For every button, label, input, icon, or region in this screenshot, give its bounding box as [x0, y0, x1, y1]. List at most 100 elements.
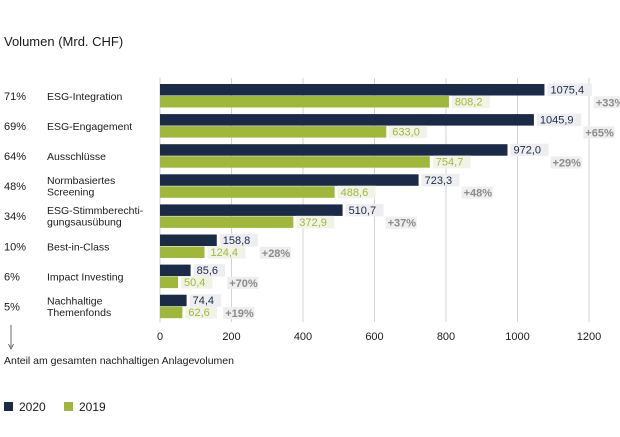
share-label: 48% [4, 181, 26, 193]
labels: 71% ESG-Integration 1075,4 808,2 +33% 69% ESG-… [4, 83, 620, 320]
growth-label: +33% [596, 97, 620, 109]
value-label-bg [432, 155, 471, 169]
value-label-2019: 372,9 [299, 217, 327, 229]
value-label-2020: 74,4 [193, 295, 214, 307]
x-axis: 0 200 400 600 800 1000 1200 [8, 325, 601, 350]
category-line: gungsausübung [47, 217, 122, 229]
growth-label-bg [227, 276, 259, 289]
share-label: 5% [4, 301, 20, 313]
bar-2020 [160, 84, 545, 96]
growth-label-bg [461, 186, 493, 199]
value-label-2020: 972,0 [513, 145, 541, 157]
share-caption: Anteil am gesamten nachhaltigen Anlagevo… [4, 355, 234, 367]
value-label-bg [207, 246, 246, 259]
chart-title: Volumen (Mrd. CHF) [4, 34, 123, 49]
bar-2019 [160, 246, 205, 258]
category-line: Impact Investing [47, 271, 124, 283]
growth-label: +48% [464, 188, 493, 200]
category-label: Ausschlüsse [47, 151, 106, 163]
share-label: 10% [4, 241, 26, 253]
value-label-2019: 754,7 [436, 157, 464, 169]
legend-label-2019: 2019 [79, 400, 106, 414]
value-label-bg [547, 83, 592, 96]
value-label-bg [510, 143, 549, 157]
legend: 2020 2019 [4, 400, 106, 414]
growth-label: +28% [262, 248, 291, 260]
x-tick-label: 200 [222, 331, 240, 343]
growth-label-bg [259, 246, 291, 259]
value-label-bg [451, 95, 490, 108]
category-line: ESG-Engagement [47, 121, 132, 133]
growth-label-bg [550, 156, 582, 169]
x-tick-label: 0 [157, 331, 163, 343]
category-line: Screening [47, 187, 94, 199]
growth-label: +29% [552, 157, 581, 169]
share-label: 6% [4, 271, 20, 283]
category-line: ESG-Stimmberechti- [47, 205, 144, 217]
bar-2020 [160, 264, 191, 277]
value-label-2019: 633,0 [392, 127, 420, 139]
bar-2020 [160, 294, 187, 307]
category-label: Best-in-Class [47, 241, 109, 253]
share-label: 71% [4, 91, 26, 103]
bar-2019 [160, 156, 430, 168]
legend-swatch-2019 [64, 402, 73, 411]
bar-2019 [160, 276, 179, 289]
category-label: Nachhaltige Themenfonds [47, 295, 111, 319]
category-line: Best-in-Class [47, 241, 109, 253]
growth-label-bg [223, 306, 255, 319]
category-line: Nachhaltige [47, 295, 103, 307]
x-tick-label: 1000 [505, 331, 529, 343]
value-label-2020: 158,8 [223, 235, 251, 247]
category-label: ESG-Engagement [47, 121, 132, 133]
value-label-bg [296, 215, 335, 229]
value-label-2020: 723,3 [425, 175, 453, 187]
bar-2019 [160, 186, 335, 198]
category-label: Impact Investing [47, 271, 124, 283]
category-line: Ausschlüsse [47, 151, 106, 163]
x-tick-label: 400 [294, 331, 312, 343]
growth-label: +19% [225, 308, 254, 320]
value-label-2019: 488,6 [341, 187, 369, 199]
value-label-bg [181, 276, 213, 289]
bar-2020 [160, 114, 534, 126]
value-label-2019: 808,2 [455, 97, 483, 109]
category-label: Normbasiertes Screening [47, 175, 115, 199]
value-label-2019: 62,6 [188, 307, 209, 319]
share-label: 34% [4, 211, 26, 223]
value-label-2020: 510,7 [349, 205, 377, 217]
value-label-bg [185, 306, 217, 319]
bar-2020 [160, 204, 343, 216]
bars [160, 84, 545, 319]
bar-2020 [160, 174, 419, 186]
category-label: ESG-Stimmberechti-gungsausübung [47, 205, 144, 229]
value-label-bg [389, 125, 428, 139]
share-label: 69% [4, 121, 26, 133]
growth-label: +65% [585, 127, 614, 139]
category-line: Normbasiertes [47, 175, 115, 187]
growth-label-bg [593, 96, 620, 109]
bar-2019 [160, 306, 183, 319]
category-label: ESG-Integration [47, 91, 122, 103]
growth-label: +37% [388, 218, 417, 230]
category-line: ESG-Integration [47, 91, 122, 103]
bar-2020 [160, 144, 508, 156]
bar-2019 [160, 216, 294, 228]
value-label-bg [219, 234, 258, 247]
growth-label-bg [385, 216, 417, 229]
value-label-bg [536, 113, 582, 127]
growth-label: +70% [229, 278, 258, 290]
bar-2020 [160, 234, 217, 246]
legend-swatch-2020 [4, 402, 13, 411]
value-label-2020: 1075,4 [550, 85, 584, 97]
value-label-bg [421, 173, 460, 187]
share-arrow-head [8, 343, 14, 350]
category-line: Themenfonds [47, 307, 111, 319]
value-label-bg [189, 294, 222, 307]
value-label-bg [345, 203, 384, 217]
value-label-2019: 50,4 [184, 277, 205, 289]
share-label: 64% [4, 151, 26, 163]
value-label-bg [337, 185, 376, 199]
value-label-bg [193, 264, 226, 277]
